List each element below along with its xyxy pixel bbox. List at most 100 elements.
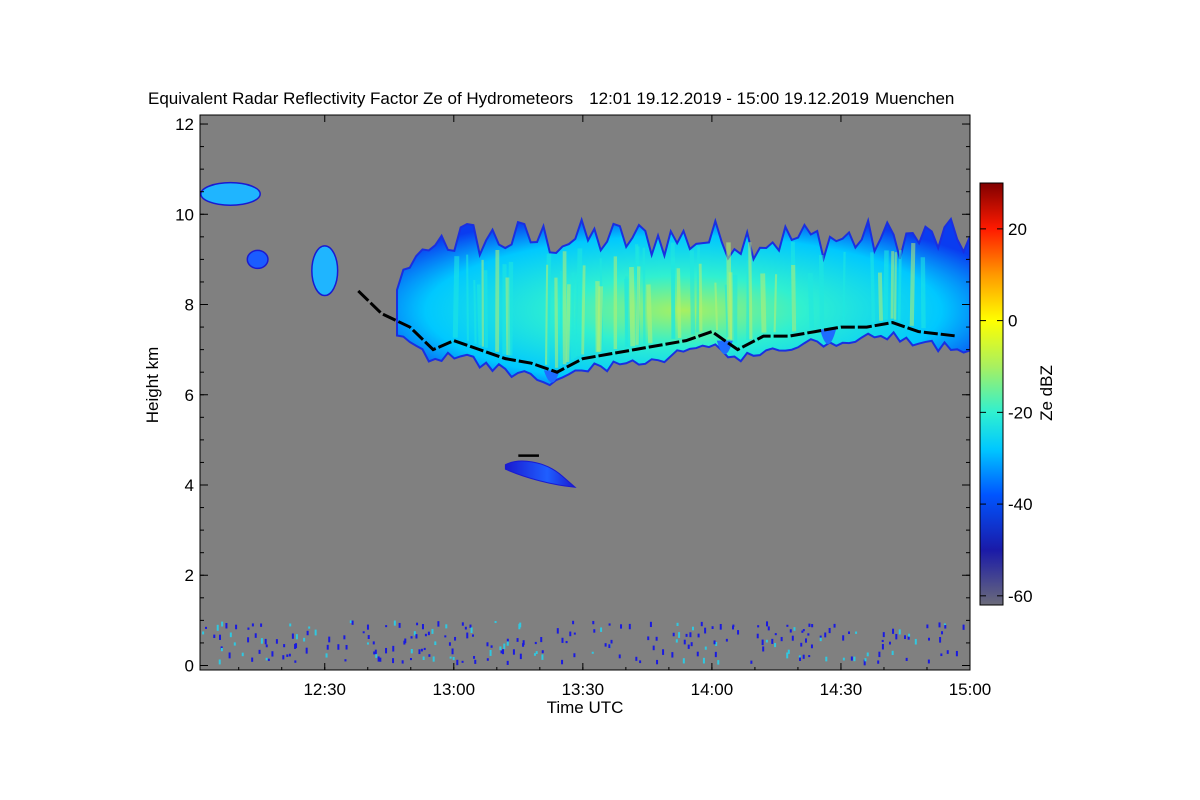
clutter-pixel — [561, 659, 564, 665]
fall-streak — [554, 277, 559, 368]
clutter-pixel — [461, 622, 464, 626]
clutter-pixel — [791, 635, 794, 641]
clutter-pixel — [700, 621, 703, 627]
clutter-pixel — [260, 638, 263, 644]
colorbar-tick-label: -40 — [1008, 495, 1033, 514]
clutter-pixel — [946, 650, 949, 654]
colorbar — [979, 182, 1004, 606]
clutter-pixel — [761, 639, 764, 646]
fall-streak — [575, 248, 583, 357]
fall-streak — [698, 263, 703, 332]
clutter-pixel — [767, 626, 770, 631]
clutter-pixel — [431, 628, 434, 634]
clutter-pixel — [683, 639, 686, 645]
clutter-pixel — [863, 659, 866, 666]
fall-streak — [565, 284, 571, 363]
clutter-pixel — [671, 652, 674, 658]
clutter-pixel — [540, 637, 543, 643]
clutter-pixel — [702, 657, 705, 664]
clutter-pixel — [454, 636, 457, 641]
clutter-pixel — [711, 626, 714, 630]
echo-plume — [543, 370, 560, 383]
clutter-pixel — [656, 659, 659, 665]
clutter-pixel — [213, 634, 216, 639]
clutter-pixel — [392, 658, 395, 664]
clutter-pixel — [258, 649, 261, 654]
clutter-pixel — [418, 649, 421, 655]
clutter-pixel — [512, 649, 515, 655]
clutter-pixel — [220, 647, 223, 652]
y-tick-label: 4 — [185, 476, 194, 495]
y-tick-label: 12 — [175, 115, 194, 134]
clutter-pixel — [766, 621, 769, 627]
fall-streak — [877, 272, 883, 321]
clutter-pixel — [473, 655, 476, 659]
clutter-pixel — [689, 632, 692, 638]
clutter-pixel — [847, 631, 850, 634]
clutter-pixel — [452, 657, 455, 661]
clutter-pixel — [892, 628, 895, 634]
clutter-pixel — [810, 644, 813, 649]
clutter-pixel — [434, 641, 437, 646]
clutter-pixel — [881, 639, 884, 643]
clutter-pixel — [303, 637, 306, 642]
clutter-pixel — [522, 640, 525, 646]
clutter-pixel — [962, 624, 965, 630]
clutter-pixel — [573, 653, 576, 658]
clutter-pixel — [229, 632, 232, 638]
fall-streak — [635, 266, 641, 345]
clutter-pixel — [366, 624, 369, 630]
clutter-pixel — [938, 622, 941, 628]
y-tick-label: 6 — [185, 386, 194, 405]
clutter-pixel — [247, 637, 250, 643]
clutter-pixel — [534, 641, 537, 645]
clutter-pixel — [351, 620, 354, 625]
clutter-pixel — [732, 624, 735, 628]
fall-streak — [646, 284, 653, 344]
echo-region-small-patch — [246, 249, 269, 270]
clutter-pixel — [737, 630, 740, 635]
clutter-pixel — [628, 623, 631, 630]
x-tick-label: 12:30 — [303, 680, 346, 699]
clutter-pixel — [506, 641, 509, 646]
clutter-pixel — [306, 630, 309, 636]
clutter-pixel — [802, 654, 805, 659]
fall-streak — [726, 242, 732, 340]
clutter-pixel — [499, 646, 502, 651]
clutter-pixel — [373, 651, 376, 655]
clutter-pixel — [802, 629, 805, 632]
clutter-pixel — [895, 633, 898, 640]
clutter-pixel — [697, 633, 700, 638]
y-axis: 0 2 4 6 8 10 12 — [175, 115, 970, 675]
clutter-pixel — [774, 642, 777, 648]
clutter-pixel — [842, 635, 845, 641]
clutter-pixel — [466, 632, 469, 639]
clutter-pixel — [678, 632, 681, 638]
clutter-pixel — [401, 660, 404, 664]
clutter-pixel — [914, 638, 917, 645]
clutter-pixel — [393, 620, 396, 626]
clutter-pixel — [325, 653, 328, 658]
clutter-pixel — [413, 631, 416, 636]
clutter-pixel — [786, 652, 789, 659]
echo-plume — [820, 329, 837, 344]
clutter-pixel — [771, 638, 774, 644]
clutter-pixel — [392, 645, 395, 652]
clutter-pixel — [907, 636, 910, 640]
y-axis-label: Height km — [143, 347, 162, 424]
clutter-pixel — [233, 642, 236, 646]
clutter-pixel — [891, 650, 894, 656]
clutter-pixel — [294, 660, 297, 663]
clutter-pixel — [398, 622, 401, 628]
clutter-pixel — [888, 641, 891, 645]
clutter-pixel — [757, 625, 760, 628]
colorbar-label: Ze dBZ — [1037, 365, 1056, 421]
clutter-pixel — [608, 623, 611, 626]
clutter-pixel — [469, 624, 472, 628]
clutter-pixel — [756, 633, 759, 639]
clutter-pixel — [655, 636, 658, 641]
fall-streak — [581, 265, 586, 355]
fall-streak — [893, 252, 897, 320]
clutter-pixel — [635, 656, 638, 661]
clutter-pixel — [825, 656, 828, 662]
